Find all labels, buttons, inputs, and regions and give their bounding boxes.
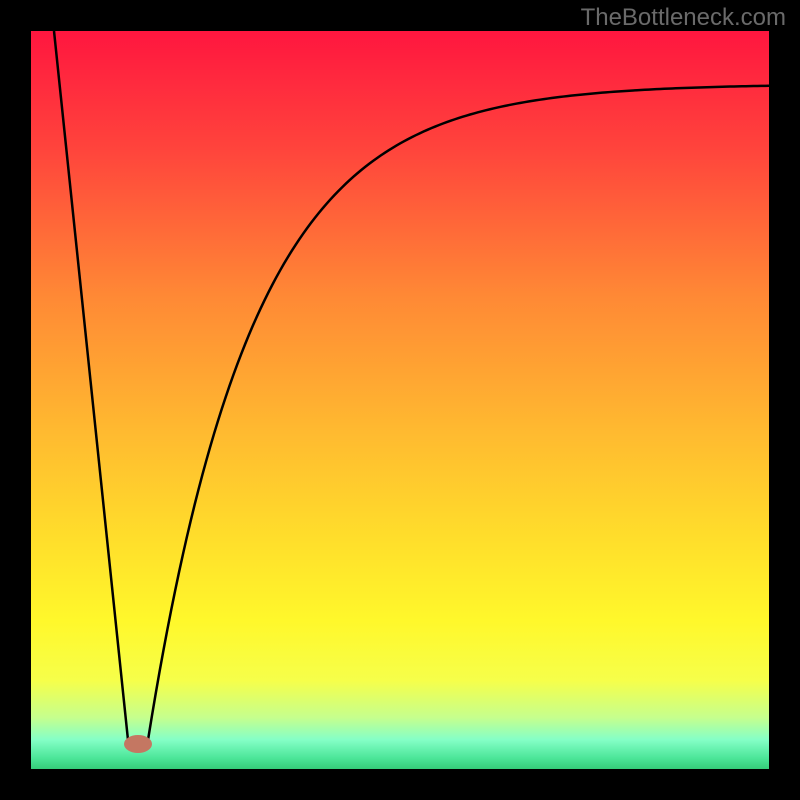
chart-svg <box>0 0 800 800</box>
optimal-point-marker <box>124 735 152 753</box>
chart-container: TheBottleneck.com <box>0 0 800 800</box>
gradient-plot-area <box>31 31 769 769</box>
